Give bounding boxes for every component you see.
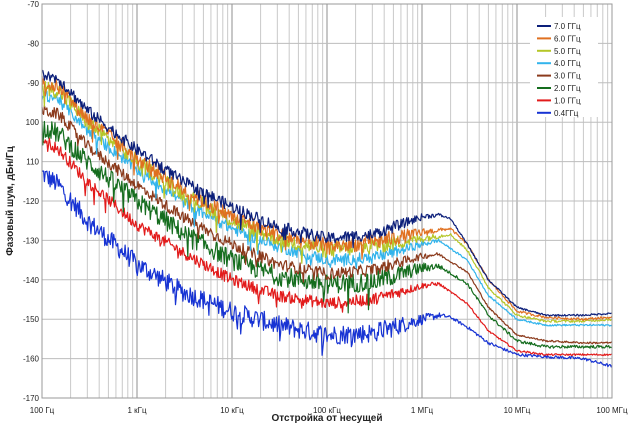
legend-label: 3.0 ГГц [554, 72, 581, 81]
x-tick-label: 100 Гц [30, 406, 55, 415]
series-line [41, 120, 613, 349]
y-tick-label: -170 [23, 394, 40, 403]
legend-label: 6.0 ГГц [554, 34, 581, 43]
y-tick-label: -120 [23, 197, 40, 206]
plot-area-frame [41, 3, 613, 399]
y-tick-label: -90 [27, 79, 39, 88]
y-tick-label: -130 [23, 236, 40, 245]
x-tick-label: 10 кГц [220, 406, 244, 415]
x-axis-label: Отстройка от несущей [272, 413, 383, 424]
series-layer [41, 69, 613, 368]
legend-label: 2.0 ГГц [554, 84, 581, 93]
series-line [41, 76, 613, 321]
x-tick-label: 1 МГц [411, 406, 434, 415]
legend-label: 5.0 ГГц [554, 47, 581, 56]
y-tick-label: -160 [23, 355, 40, 364]
legend-label: 1.0 ГГц [554, 96, 581, 105]
y-tick-label: -70 [27, 0, 39, 9]
series-line [41, 170, 613, 368]
x-tick-label: 10 МГц [504, 406, 531, 415]
series-line [41, 104, 613, 345]
legend-label: 0.4ГГц [554, 109, 579, 118]
series-line [41, 69, 612, 317]
series-line [41, 89, 613, 327]
series-line [41, 134, 612, 357]
y-axis-tick-labels: -70 -80 -90 100 110 -120 -130 -140 -150 -160 -170 [23, 0, 40, 403]
x-tick-label: 100 кГц [313, 406, 341, 415]
y-tick-label: -140 [23, 276, 40, 285]
x-tick-label: 100 МГц [596, 406, 628, 415]
y-tick-label: 100 [26, 118, 40, 127]
y-tick-label: 110 [26, 158, 39, 167]
legend-label: 4.0 ГГц [554, 59, 581, 68]
y-tick-label: -80 [27, 39, 39, 48]
y-tick-label: -150 [23, 315, 40, 324]
legend: 7.0 ГГц 6.0 ГГц 5.0 ГГц 4.0 ГГц 3.0 ГГц 2.0 Г… [530, 17, 598, 118]
x-axis-tick-labels: 100 Гц 1 кГц 10 кГц 100 кГц 1 МГц 10 МГц 100 М… [30, 406, 628, 415]
legend-label: 7.0 ГГц [554, 22, 581, 31]
x-tick-label: 1 кГц [127, 406, 147, 415]
y-axis-label: Фазовый шум, дБн/Гц [5, 145, 16, 255]
